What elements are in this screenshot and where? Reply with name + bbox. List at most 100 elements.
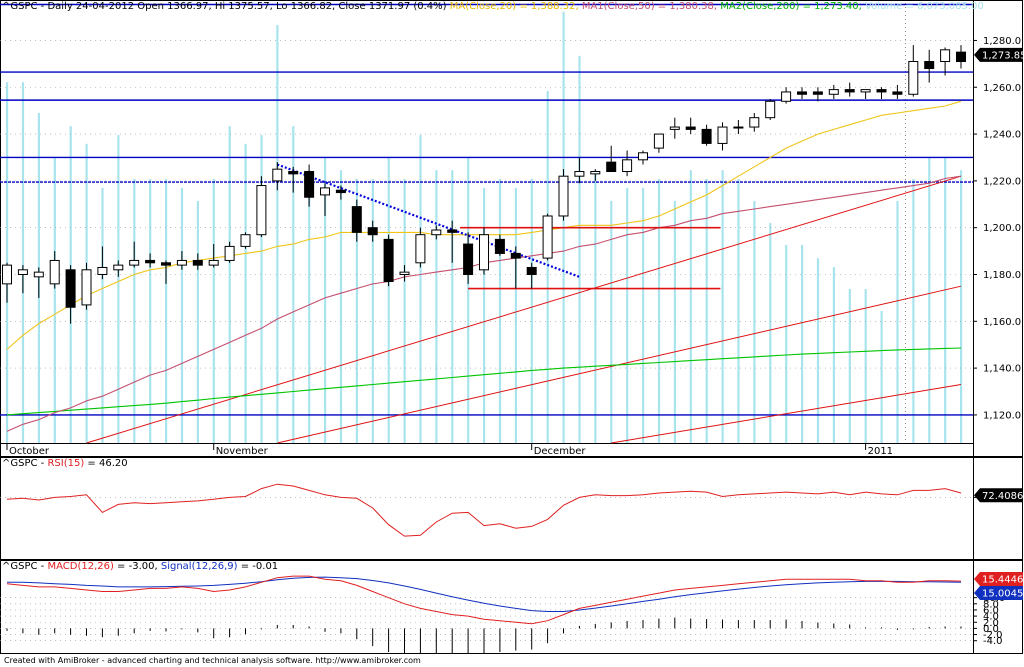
candle-body bbox=[192, 259, 203, 266]
candle-body bbox=[447, 229, 458, 233]
candle-body bbox=[653, 133, 664, 149]
candle-body bbox=[17, 269, 28, 275]
volume-bar bbox=[530, 179, 533, 443]
macd-header: ^GSPC - MACD(12,26) = -3.00, Signal(12,2… bbox=[2, 561, 278, 572]
ma50-label: MA1(Close,50) = 1,380.38, bbox=[581, 1, 718, 12]
volume-bar bbox=[339, 170, 343, 443]
volume-bar bbox=[6, 82, 9, 443]
footer-credit: Created with AmiBroker - advanced charti… bbox=[4, 656, 421, 665]
macd-tick-label: 0.0 bbox=[983, 624, 999, 635]
pane-border bbox=[0, 560, 1023, 654]
candle-body bbox=[685, 126, 696, 130]
volume-bar bbox=[451, 170, 454, 443]
volume-bar bbox=[149, 179, 152, 443]
volume-bar bbox=[244, 143, 247, 444]
price-tick-label: 1,260.0 bbox=[983, 83, 1021, 94]
last-price-badge-text: 1,273.85 bbox=[982, 50, 1024, 61]
candle-body bbox=[479, 234, 489, 271]
macd-name: MACD(12,26) bbox=[47, 561, 114, 572]
signal-value: = -0.01 bbox=[237, 561, 279, 572]
candle-body bbox=[113, 264, 124, 271]
macd-last-badge-bg bbox=[974, 572, 1023, 586]
signal-name: Signal(12,26,9) bbox=[160, 561, 238, 572]
candle-body bbox=[622, 159, 633, 173]
candle-body bbox=[256, 185, 267, 236]
candle-body bbox=[669, 126, 680, 130]
rsi-line bbox=[6, 483, 962, 537]
candle-body bbox=[399, 271, 410, 275]
volume-bar bbox=[276, 25, 279, 443]
volume-bar bbox=[483, 187, 486, 443]
candle-body bbox=[765, 100, 776, 119]
volume-bar bbox=[228, 126, 231, 443]
price-pane: ^GSPC - Daily 24-04-2012 Open 1366.97, H… bbox=[0, 0, 1024, 457]
candle-body bbox=[797, 91, 807, 95]
volume-bar bbox=[419, 135, 422, 443]
candle-body bbox=[97, 266, 108, 275]
volume-bar bbox=[801, 245, 804, 443]
candle-body bbox=[574, 171, 585, 177]
ma20-label: MA(Close,20) = 1,388.32, bbox=[449, 1, 579, 12]
downtrend-line bbox=[276, 163, 580, 278]
volume-bar bbox=[864, 289, 867, 443]
volume-bar bbox=[657, 179, 661, 443]
volume-bar bbox=[498, 179, 502, 443]
candle-body bbox=[272, 168, 283, 182]
volume-bar bbox=[960, 170, 963, 443]
rsi-last-badge: 72.4086 bbox=[974, 488, 1023, 503]
candle-body bbox=[812, 91, 823, 95]
volume-bar bbox=[928, 157, 931, 443]
price-tick-label: 1,240.0 bbox=[983, 130, 1021, 141]
volume-bar bbox=[212, 179, 215, 443]
volume-bar bbox=[117, 135, 120, 443]
price-header: ^GSPC - Daily 24-04-2012 Open 1366.97, H… bbox=[2, 1, 984, 12]
candle-body bbox=[733, 126, 744, 129]
volume-bar bbox=[848, 289, 851, 443]
rsi-last-badge-text: 72.4086 bbox=[982, 491, 1023, 502]
price-header-main: ^GSPC - Daily 24-04-2012 Open 1366.97, H… bbox=[2, 1, 447, 12]
x-tick-label: December bbox=[534, 446, 587, 457]
rsi-pane: ^GSPC - RSI(15) = 46.20 70.072.4086 bbox=[0, 457, 1024, 560]
macd-tick-label: 4.0 bbox=[983, 612, 999, 623]
price-tick-label: 1,200.0 bbox=[983, 223, 1021, 234]
macd-last-badge-text: 15.4446 bbox=[982, 575, 1023, 586]
candle-body bbox=[351, 206, 362, 233]
volume-bar bbox=[896, 201, 899, 443]
candle-body bbox=[463, 243, 474, 275]
candle-body bbox=[590, 171, 601, 175]
x-tick-label: November bbox=[216, 446, 269, 457]
candle-body bbox=[65, 269, 76, 308]
volume-bar bbox=[435, 170, 438, 443]
volume-bar bbox=[626, 187, 629, 443]
volume-bar bbox=[912, 179, 915, 443]
volume-bar bbox=[610, 201, 613, 443]
volume-bar bbox=[642, 187, 645, 443]
volume-bar bbox=[355, 179, 358, 443]
rsi-header: ^GSPC - RSI(15) = 46.20 bbox=[2, 458, 128, 469]
rsi-chart: 70.072.4086 bbox=[0, 457, 1023, 560]
last-price-badge-bg bbox=[974, 47, 1023, 62]
candle-body bbox=[208, 259, 219, 266]
volume-bar bbox=[546, 91, 549, 443]
signal-last-badge: 15.0045 bbox=[974, 586, 1023, 600]
macd-tick-label: -4.0 bbox=[983, 636, 1003, 647]
signal-last-badge-text: 15.0045 bbox=[982, 589, 1023, 600]
candle-body bbox=[542, 215, 553, 259]
macd-tick-label: 6.0 bbox=[983, 605, 999, 616]
volume-bar bbox=[514, 187, 517, 443]
candle-body bbox=[224, 245, 235, 261]
volume-bar bbox=[832, 267, 835, 443]
rsi-value: = 46.20 bbox=[84, 458, 128, 469]
candle-body bbox=[431, 229, 442, 236]
volume-bar bbox=[769, 223, 772, 443]
rsi-name: RSI(15) bbox=[47, 458, 85, 469]
macd-chart: 10.08.06.04.02.00.0-2.0-4.015.444615.004… bbox=[0, 560, 1023, 654]
candle-body bbox=[161, 262, 171, 266]
macd-prefix: ^GSPC - bbox=[2, 561, 48, 572]
candle-body bbox=[876, 89, 887, 93]
price-chart: 1,280.0 1,260.0 1,240.0 1,220.0 1,200.0 1,180… bbox=[0, 0, 1024, 457]
candle-body bbox=[383, 238, 394, 283]
macd-value: = -3.00, bbox=[113, 561, 158, 572]
candle-body bbox=[415, 234, 426, 264]
macd-last-badge: 15.4446 bbox=[974, 572, 1023, 586]
